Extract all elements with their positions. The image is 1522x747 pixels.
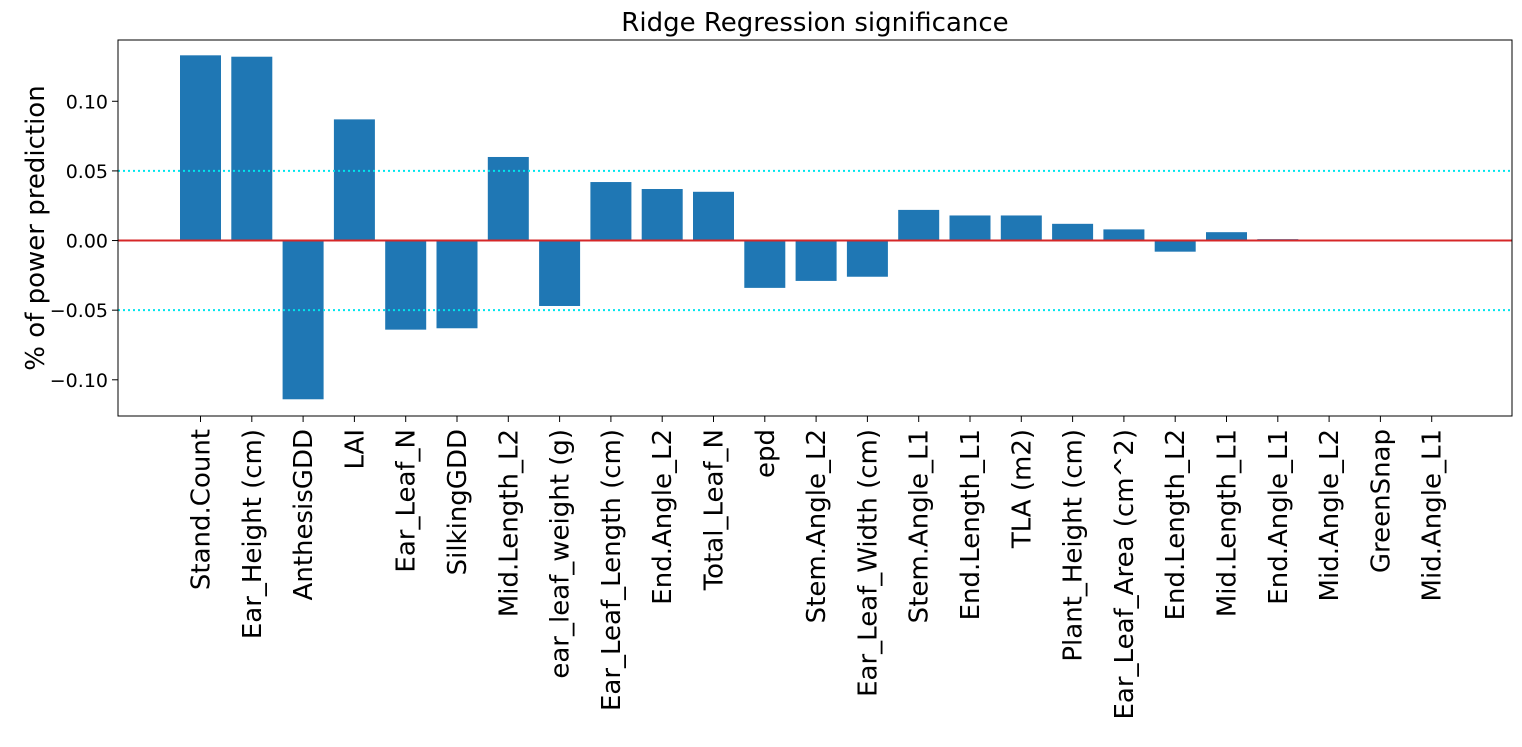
bar-16 xyxy=(1000,215,1042,241)
bar-11 xyxy=(744,240,786,288)
bar-2 xyxy=(282,240,324,400)
x-axis-ticks: Stand.Count Ear_Height (cm) AnthesisGDD LAI… xyxy=(187,416,1448,720)
bar-20 xyxy=(1206,232,1247,241)
x-tick-label-8: Ear_Leaf_Length (cm) xyxy=(597,429,627,711)
chart-title: Ridge Regression significance xyxy=(621,8,1008,38)
bar-17 xyxy=(1052,223,1094,241)
bar-8 xyxy=(590,182,632,241)
y-axis-label: % of power prediction xyxy=(21,85,51,370)
x-tick-label-19: End.Length_L2 xyxy=(1161,429,1191,620)
y-tick-label-0: 0.10 xyxy=(66,91,108,113)
x-tick-label-18: Ear_Leaf_Area (cm^2) xyxy=(1110,429,1140,720)
bar-0 xyxy=(180,55,221,241)
x-tick-label-2: AnthesisGDD xyxy=(289,429,319,600)
reference-lines xyxy=(118,169,1512,312)
bar-15 xyxy=(949,215,991,241)
bar-18 xyxy=(1103,229,1145,241)
x-tick-label-7: ear_leaf_weight (g) xyxy=(546,429,576,679)
bar-5 xyxy=(436,240,478,329)
x-tick-label-23: GreenSnap xyxy=(1366,429,1396,573)
x-tick-label-15: End.Length_L1 xyxy=(956,429,986,620)
bar-1 xyxy=(231,56,273,241)
bars-group xyxy=(180,55,1299,400)
x-tick-label-10: Total_Leaf_N xyxy=(700,429,730,591)
bar-19 xyxy=(1154,240,1196,252)
y-axis-ticks: 0.10 0.05 0.00 −0.05 −0.10 xyxy=(50,91,118,392)
plot-frame xyxy=(117,39,1513,417)
x-tick-label-12: Stem.Angle_L2 xyxy=(802,429,832,623)
y-tick-label-1: 0.05 xyxy=(66,161,108,183)
x-tick-label-5: SilkingGDD xyxy=(443,429,473,575)
x-tick-label-24: Mid.Angle_L1 xyxy=(1418,429,1448,601)
x-tick-label-13: Ear_Leaf_Width (cm) xyxy=(853,429,883,697)
x-tick-label-0: Stand.Count xyxy=(187,429,217,590)
y-tick-label-4: −0.10 xyxy=(50,370,108,392)
bar-12 xyxy=(795,240,837,281)
bar-14 xyxy=(898,209,940,241)
bar-4 xyxy=(385,240,427,330)
x-tick-label-11: epd xyxy=(751,429,781,478)
bar-10 xyxy=(693,191,734,241)
x-tick-label-6: Mid.Length_L2 xyxy=(494,429,524,617)
bar-13 xyxy=(846,240,888,277)
bar-3 xyxy=(333,119,375,241)
y-tick-label-2: 0.00 xyxy=(66,231,108,253)
bar-7 xyxy=(539,240,581,306)
x-tick-label-4: Ear_Leaf_N xyxy=(392,429,422,573)
x-tick-label-21: End.Angle_L1 xyxy=(1264,429,1294,605)
bar-9 xyxy=(641,189,683,241)
x-tick-label-3: LAI xyxy=(340,429,370,470)
x-tick-label-17: Plant_Height (cm) xyxy=(1059,429,1089,662)
bar-6 xyxy=(487,156,529,241)
x-tick-label-16: TLA (m2) xyxy=(1007,429,1037,549)
x-tick-label-20: Mid.Length_L1 xyxy=(1213,429,1243,617)
x-tick-label-1: Ear_Height (cm) xyxy=(238,429,268,639)
y-tick-label-3: −0.05 xyxy=(50,300,108,322)
x-tick-label-14: Stem.Angle_L1 xyxy=(905,429,935,623)
x-tick-label-22: Mid.Angle_L2 xyxy=(1315,429,1345,601)
x-tick-label-9: End.Angle_L2 xyxy=(648,429,678,605)
